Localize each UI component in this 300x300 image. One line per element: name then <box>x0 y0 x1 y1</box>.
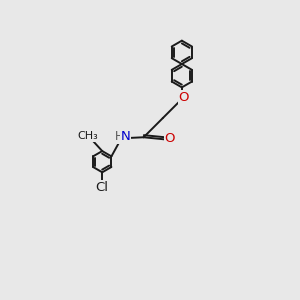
Text: CH₃: CH₃ <box>78 131 98 141</box>
Text: N: N <box>120 130 130 143</box>
Text: Cl: Cl <box>96 181 109 194</box>
Text: O: O <box>178 91 189 104</box>
Text: H: H <box>114 130 123 143</box>
Text: O: O <box>164 132 175 145</box>
